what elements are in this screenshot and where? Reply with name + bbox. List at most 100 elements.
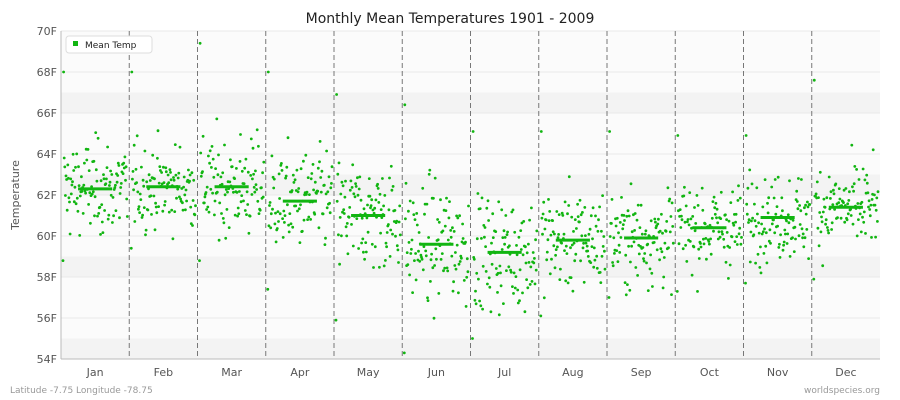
data-point xyxy=(326,190,330,194)
data-point xyxy=(648,267,652,271)
data-point xyxy=(338,262,341,266)
data-point xyxy=(290,189,294,192)
data-point xyxy=(474,289,477,293)
data-point xyxy=(233,213,237,217)
data-point xyxy=(415,212,419,215)
data-point xyxy=(291,173,295,177)
data-point xyxy=(487,276,491,280)
data-point xyxy=(855,234,859,238)
data-point xyxy=(414,278,418,282)
data-point xyxy=(146,208,150,212)
data-point xyxy=(382,204,385,208)
data-point xyxy=(67,176,70,180)
data-point xyxy=(757,231,761,235)
footer-source[interactable]: worldspecies.org xyxy=(804,386,880,396)
data-point xyxy=(275,227,279,230)
data-point xyxy=(413,218,417,222)
data-point xyxy=(598,205,601,209)
data-point xyxy=(649,253,652,257)
data-point xyxy=(689,217,693,221)
data-point xyxy=(624,253,628,257)
data-point xyxy=(770,185,774,189)
data-point xyxy=(795,189,799,193)
data-point xyxy=(398,233,402,237)
x-tick-label: Apr xyxy=(290,366,310,379)
data-point xyxy=(169,178,173,182)
data-point xyxy=(640,232,644,236)
data-point xyxy=(251,177,254,181)
data-point xyxy=(699,242,702,245)
data-point xyxy=(442,269,445,273)
data-point xyxy=(649,219,653,223)
data-point xyxy=(421,186,425,190)
data-point xyxy=(136,190,140,194)
data-point xyxy=(775,205,779,209)
data-point xyxy=(106,217,110,221)
data-point xyxy=(785,219,788,223)
data-point xyxy=(424,249,428,253)
data-point xyxy=(572,241,576,245)
data-point xyxy=(433,264,436,267)
data-point xyxy=(850,143,854,147)
y-tick-label: 70F xyxy=(37,25,57,38)
data-point xyxy=(397,220,401,224)
data-point xyxy=(407,241,411,244)
data-point xyxy=(223,193,227,197)
data-point xyxy=(798,204,801,207)
data-point xyxy=(107,213,111,217)
data-point xyxy=(784,232,787,236)
x-tick-label: Oct xyxy=(700,366,720,379)
data-point xyxy=(451,226,454,230)
data-point xyxy=(124,165,128,169)
data-point xyxy=(518,299,521,303)
x-axis: Jan Feb Mar Apr May Jun Jul Aug Sep Oct Nov Dec xyxy=(86,366,857,379)
data-point xyxy=(481,264,485,268)
data-point xyxy=(615,249,619,253)
data-point xyxy=(248,214,252,218)
data-point xyxy=(786,213,790,217)
data-point xyxy=(198,41,202,45)
data-point xyxy=(322,183,326,187)
data-point xyxy=(871,148,875,152)
x-tick-label: Jan xyxy=(86,366,104,379)
data-point xyxy=(313,180,317,184)
data-point xyxy=(111,221,114,224)
data-point xyxy=(818,170,822,174)
data-point xyxy=(603,249,606,253)
data-point xyxy=(381,177,384,180)
data-point xyxy=(794,237,797,241)
data-point xyxy=(85,158,89,162)
data-point xyxy=(473,298,477,302)
data-point xyxy=(249,174,253,177)
data-point xyxy=(455,214,458,218)
data-point xyxy=(660,212,663,216)
data-point xyxy=(281,236,285,239)
data-point xyxy=(90,192,94,196)
data-point xyxy=(74,202,78,206)
data-point xyxy=(856,202,860,205)
data-point xyxy=(283,221,286,224)
data-point xyxy=(376,187,380,190)
data-point xyxy=(132,143,136,147)
data-point xyxy=(289,222,293,226)
data-point xyxy=(135,134,139,138)
data-point xyxy=(834,182,838,186)
data-point xyxy=(589,261,593,264)
data-point xyxy=(96,214,99,218)
x-tick-label: Nov xyxy=(767,366,789,379)
legend[interactable]: Mean Temp xyxy=(65,35,153,54)
data-point xyxy=(594,224,598,228)
data-point xyxy=(311,163,315,166)
data-point xyxy=(870,236,873,239)
data-point xyxy=(187,168,190,172)
data-point xyxy=(116,161,120,165)
data-point xyxy=(62,70,65,74)
data-point xyxy=(356,176,359,180)
data-point xyxy=(65,208,69,212)
data-point xyxy=(661,286,665,290)
data-point xyxy=(555,210,559,213)
data-point xyxy=(208,161,212,165)
data-point xyxy=(250,193,254,196)
data-point xyxy=(569,276,573,279)
data-point xyxy=(360,241,363,245)
